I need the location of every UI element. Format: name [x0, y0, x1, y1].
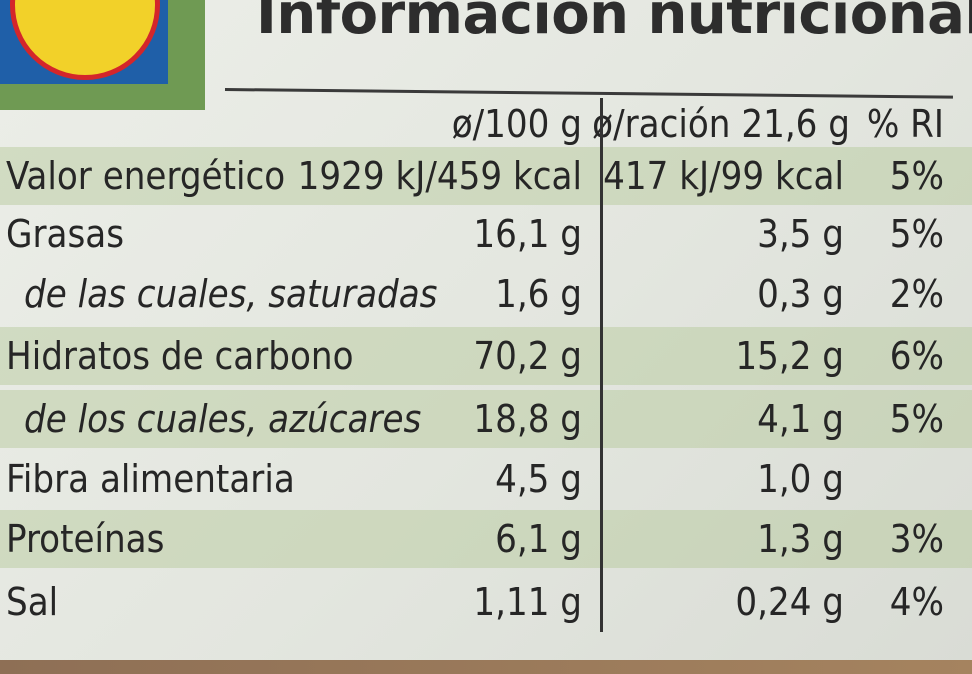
- table-row: de los cuales, azúcares 18,8 g 4,1 g 5%: [0, 390, 972, 448]
- table-row: de las cuales, saturadas 1,6 g 0,3 g 2%: [0, 265, 972, 323]
- row-ri: 5%: [889, 154, 944, 198]
- table-row: Proteínas 6,1 g 1,3 g 3%: [0, 510, 972, 568]
- row-per-100: 4,5 g: [495, 457, 582, 501]
- row-ri: 3%: [889, 517, 944, 561]
- row-per-100: 6,1 g: [495, 517, 582, 561]
- table-row: Valor energético 1929 kJ/459 kcal 417 kJ…: [0, 147, 972, 205]
- row-per-portion: 3,5 g: [757, 212, 844, 256]
- row-label: Grasas: [6, 212, 125, 256]
- row-ri: 2%: [889, 272, 944, 316]
- row-ri: 4%: [889, 580, 944, 624]
- page-title: Información nutricional: [256, 0, 972, 47]
- table-row: Fibra alimentaria 4,5 g 1,0 g: [0, 450, 972, 508]
- row-per-100: 1,6 g: [495, 272, 582, 316]
- row-ri: 6%: [889, 334, 944, 378]
- row-ri: 5%: [889, 212, 944, 256]
- brand-logo: [0, 0, 205, 110]
- row-label: Valor energético: [6, 154, 286, 198]
- row-label: Hidratos de carbono: [6, 334, 354, 378]
- row-ri: 5%: [889, 397, 944, 441]
- row-per-100: 70,2 g: [473, 334, 582, 378]
- row-per-portion: 0,24 g: [735, 580, 844, 624]
- table-row: Grasas 16,1 g 3,5 g 5%: [0, 205, 972, 263]
- row-per-portion: 4,1 g: [757, 397, 844, 441]
- header-per-portion: ø/ración 21,6 g: [592, 102, 850, 146]
- row-per-portion: 417 kJ/99 kcal: [603, 154, 844, 198]
- row-per-portion: 0,3 g: [757, 272, 844, 316]
- table-header-row: ø/100 g ø/ración 21,6 g % RI: [0, 95, 972, 153]
- row-per-portion: 15,2 g: [735, 334, 844, 378]
- row-per-100: 1,11 g: [473, 580, 582, 624]
- row-label: Fibra alimentaria: [6, 457, 295, 501]
- row-per-100: 1929 kJ/459 kcal: [297, 154, 582, 198]
- table-row: Hidratos de carbono 70,2 g 15,2 g 6%: [0, 327, 972, 385]
- header-ri: % RI: [866, 102, 944, 146]
- row-per-portion: 1,0 g: [757, 457, 844, 501]
- row-per-100: 16,1 g: [473, 212, 582, 256]
- row-label: Sal: [6, 580, 59, 624]
- row-label: de las cuales, saturadas: [24, 272, 438, 316]
- table-row: Sal 1,11 g 0,24 g 4%: [0, 573, 972, 631]
- row-per-100: 18,8 g: [473, 397, 582, 441]
- header-per-100: ø/100 g: [451, 102, 582, 146]
- row-label: de los cuales, azúcares: [24, 397, 422, 441]
- column-divider: [600, 98, 603, 632]
- package-surface: Información nutricional ø/100 g ø/ración…: [0, 0, 972, 660]
- row-per-portion: 1,3 g: [757, 517, 844, 561]
- row-label: Proteínas: [6, 517, 165, 561]
- package-edge: [0, 660, 972, 674]
